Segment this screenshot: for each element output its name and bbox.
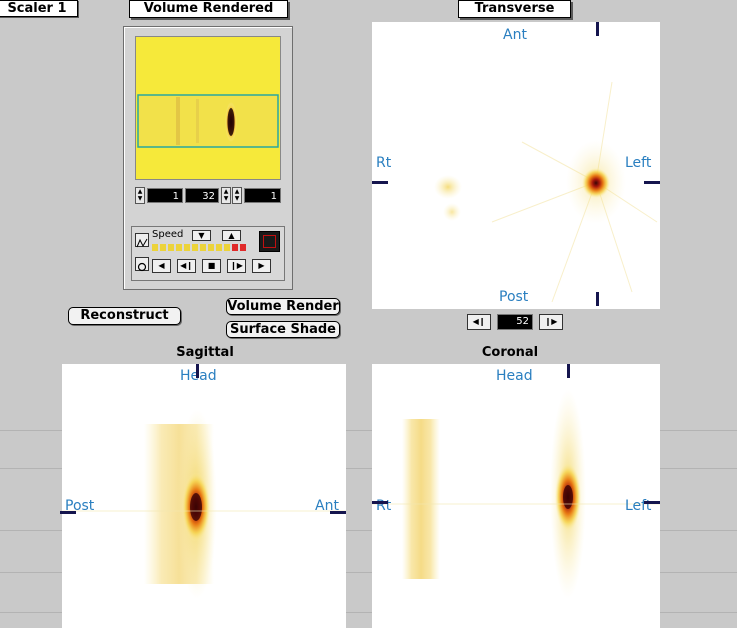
transverse-left-marker bbox=[372, 181, 388, 184]
sagittal-ant-label: Ant bbox=[315, 498, 339, 514]
speed-led bbox=[224, 244, 230, 251]
sagittal-right-marker bbox=[330, 511, 346, 514]
field-3[interactable]: 1 bbox=[244, 188, 281, 203]
stop-button[interactable]: ■ bbox=[202, 259, 221, 273]
transverse-post-label: Post bbox=[499, 289, 529, 305]
speed-label: Speed bbox=[152, 229, 184, 240]
waveform-icon[interactable] bbox=[135, 233, 149, 248]
speed-led bbox=[208, 244, 214, 251]
volume-render-button[interactable]: Volume Render bbox=[226, 298, 340, 315]
slice-number-field[interactable]: 52 bbox=[497, 314, 533, 330]
sagittal-title: Sagittal bbox=[176, 345, 234, 360]
record-indicator[interactable] bbox=[259, 231, 280, 252]
volume-rendered-title: Volume Rendered bbox=[129, 0, 288, 18]
volume-preview[interactable] bbox=[135, 36, 281, 180]
speed-led bbox=[192, 244, 198, 251]
sagittal-left-marker bbox=[60, 511, 76, 514]
coronal-head-label: Head bbox=[496, 368, 533, 384]
speed-led bbox=[232, 244, 238, 251]
step-forward-button[interactable]: ▶ bbox=[252, 259, 271, 273]
background-line bbox=[0, 530, 737, 531]
speed-led bbox=[184, 244, 190, 251]
transverse-left-label: Left bbox=[625, 155, 652, 171]
speed-led bbox=[168, 244, 174, 251]
volume-render-panel: ▲ ▼ 1 32 ▲ ▼ ▲ ▼ 1 Speed ▼ ▲ ◀ ◀❙ ■ ❙▶ ▶ bbox=[123, 26, 293, 290]
speed-led bbox=[216, 244, 222, 251]
cine-controls: Speed ▼ ▲ ◀ ◀❙ ■ ❙▶ ▶ bbox=[131, 226, 285, 281]
speed-up-button[interactable]: ▲ bbox=[222, 230, 241, 241]
transverse-view[interactable]: Ant Post Rt Left bbox=[372, 22, 660, 309]
coronal-top-marker bbox=[567, 364, 570, 378]
sagittal-view[interactable]: Head Post Ant bbox=[62, 364, 346, 628]
coronal-title: Coronal bbox=[481, 345, 539, 360]
stepper-3[interactable]: ▲ ▼ bbox=[232, 187, 242, 204]
coronal-right-marker bbox=[644, 501, 660, 504]
sagittal-post-label: Post bbox=[65, 498, 95, 514]
speed-led bbox=[152, 244, 158, 251]
transverse-title: Transverse bbox=[458, 0, 571, 18]
transverse-right-marker bbox=[644, 181, 660, 184]
volume-rendered-label: Volume Rendered bbox=[143, 1, 274, 16]
speed-led bbox=[176, 244, 182, 251]
transverse-ant-label: Ant bbox=[503, 27, 527, 43]
speed-led bbox=[200, 244, 206, 251]
field-2[interactable]: 32 bbox=[185, 188, 219, 203]
speed-led bbox=[160, 244, 166, 251]
coronal-left-marker bbox=[372, 501, 388, 504]
transverse-bottom-marker bbox=[596, 292, 599, 306]
background-line bbox=[0, 612, 737, 613]
transverse-top-marker bbox=[596, 22, 599, 36]
play-back-button[interactable]: ◀❙ bbox=[177, 259, 196, 273]
loop-icon[interactable] bbox=[135, 257, 149, 272]
speed-down-button[interactable]: ▼ bbox=[192, 230, 211, 241]
transverse-label: Transverse bbox=[474, 1, 555, 16]
scaler-tab-label: Scaler 1 bbox=[7, 1, 67, 16]
background-line bbox=[0, 572, 737, 573]
speed-led bbox=[240, 244, 246, 251]
field-1[interactable]: 1 bbox=[147, 188, 183, 203]
surface-shade-button[interactable]: Surface Shade bbox=[226, 321, 340, 338]
stepper-1[interactable]: ▲ ▼ bbox=[135, 187, 145, 204]
coronal-view[interactable]: Head Rt Left bbox=[372, 364, 660, 628]
step-back-button[interactable]: ◀ bbox=[152, 259, 171, 273]
background-line bbox=[0, 430, 737, 431]
play-forward-button[interactable]: ❙▶ bbox=[227, 259, 246, 273]
background-line bbox=[0, 468, 737, 469]
reconstruct-button[interactable]: Reconstruct bbox=[68, 307, 181, 325]
slice-prev-button[interactable]: ◀❙ bbox=[467, 314, 491, 330]
slice-next-button[interactable]: ❙▶ bbox=[539, 314, 563, 330]
sagittal-top-marker bbox=[196, 364, 199, 378]
stepper-2[interactable]: ▲ ▼ bbox=[221, 187, 231, 204]
scaler-tab[interactable]: Scaler 1 bbox=[0, 0, 78, 17]
transverse-rt-label: Rt bbox=[376, 155, 392, 171]
